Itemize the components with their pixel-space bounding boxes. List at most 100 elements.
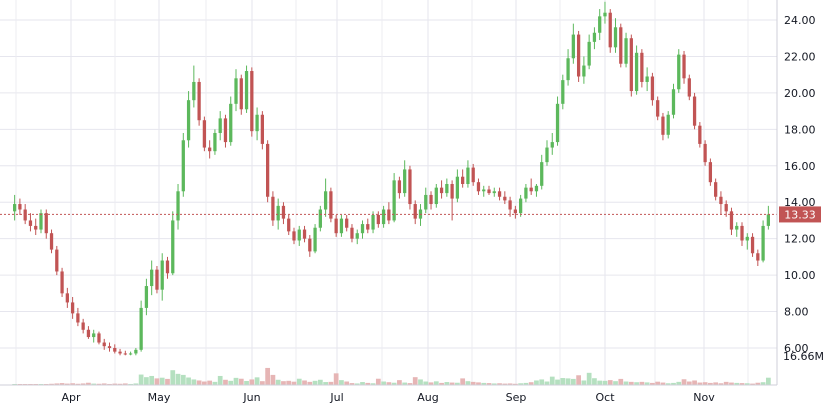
last-price-badge: 13.33 [779, 206, 821, 223]
volume-bar [634, 382, 639, 385]
candle-body [276, 205, 280, 221]
candle-body [750, 236, 755, 254]
candle [403, 160, 407, 197]
candle [102, 338, 106, 350]
candle [624, 32, 628, 68]
candle-body [239, 78, 243, 110]
volume-bar [602, 380, 608, 385]
candle-body [281, 205, 286, 219]
volume-bar [444, 382, 450, 385]
volume-bar [692, 380, 697, 385]
candle-body [318, 209, 322, 228]
volume-bar [133, 383, 139, 385]
candle-body [208, 147, 212, 152]
volume-bar [344, 381, 350, 385]
volume-bar [523, 382, 529, 385]
volume-bar [418, 379, 423, 385]
volume-bar [86, 382, 91, 385]
volume-bar [212, 381, 218, 385]
candle [360, 220, 365, 239]
volume-bar [75, 383, 81, 385]
volume-bar [528, 382, 534, 385]
x-tick-label: Sep [506, 391, 527, 404]
candle-body [23, 209, 27, 221]
candle [308, 235, 312, 257]
volume-bar [665, 383, 671, 385]
y-tick-label: 8.00 [784, 306, 809, 319]
volume-bar [681, 379, 687, 385]
candle-body [645, 76, 649, 82]
candle-body [729, 211, 734, 230]
volume-bar [744, 383, 750, 385]
candle-body [260, 114, 264, 144]
volume-bar [544, 381, 550, 385]
volume-bar [729, 382, 734, 385]
candle [181, 132, 185, 197]
candle-body [434, 187, 438, 205]
candle-body [371, 214, 375, 230]
candle-body [714, 182, 718, 197]
volume-bar [80, 383, 86, 385]
candle-body [18, 204, 22, 210]
volume-bar [144, 377, 149, 385]
candle-body [350, 227, 354, 239]
candle-body [81, 322, 85, 330]
candle [97, 331, 101, 345]
candle [371, 211, 375, 234]
x-tick-label: Jun [242, 391, 260, 404]
candle-body [513, 209, 517, 214]
candle [339, 214, 344, 237]
candle-body [450, 184, 454, 199]
candle [492, 187, 496, 197]
candle [571, 23, 575, 64]
volume-bar [217, 375, 223, 385]
candle-body [86, 329, 91, 338]
candle [34, 218, 38, 236]
candle-body [487, 189, 491, 194]
candle-body [323, 191, 328, 210]
candle-body [640, 52, 644, 82]
volume-bar [592, 378, 597, 385]
candle [450, 180, 454, 221]
volume-bar [486, 383, 492, 385]
candle [208, 140, 212, 159]
candle-body [624, 38, 628, 64]
candle-body [287, 218, 291, 232]
candle [445, 178, 449, 197]
candle-body [687, 78, 691, 97]
candle [555, 96, 560, 146]
volume-bar [565, 378, 571, 385]
candle [334, 214, 338, 237]
volume-bar [697, 382, 703, 385]
candle [750, 233, 755, 257]
price-axis: 24.00 22.00 20.00 18.00 16.00 14.00 12.00 10.00… [778, 14, 823, 355]
candle-body [466, 167, 470, 184]
candle [413, 200, 417, 225]
candle [724, 200, 728, 217]
candle [44, 209, 48, 239]
candle [503, 191, 507, 205]
candle-body [766, 214, 770, 226]
candle-body [492, 191, 496, 194]
volume-bar [202, 381, 207, 385]
candle-body [34, 225, 38, 230]
candle-body [171, 220, 175, 274]
candle-body [634, 52, 639, 92]
volume-bar [755, 382, 761, 385]
volume-bar [686, 381, 692, 385]
candle-body [218, 118, 222, 133]
volume-bar [312, 380, 318, 385]
candle-body [139, 307, 143, 350]
volume-bar [650, 382, 655, 385]
volume-bar [407, 383, 413, 385]
candle-body [150, 269, 154, 287]
volume-bar [349, 383, 355, 385]
candle [218, 111, 222, 141]
volume-bar [270, 374, 276, 385]
candle [302, 225, 307, 243]
x-tick-label: Nov [693, 391, 715, 404]
volume-bar [708, 382, 713, 385]
volume-bar [381, 381, 386, 385]
volume-bar [433, 381, 439, 385]
candle-body [250, 71, 254, 132]
